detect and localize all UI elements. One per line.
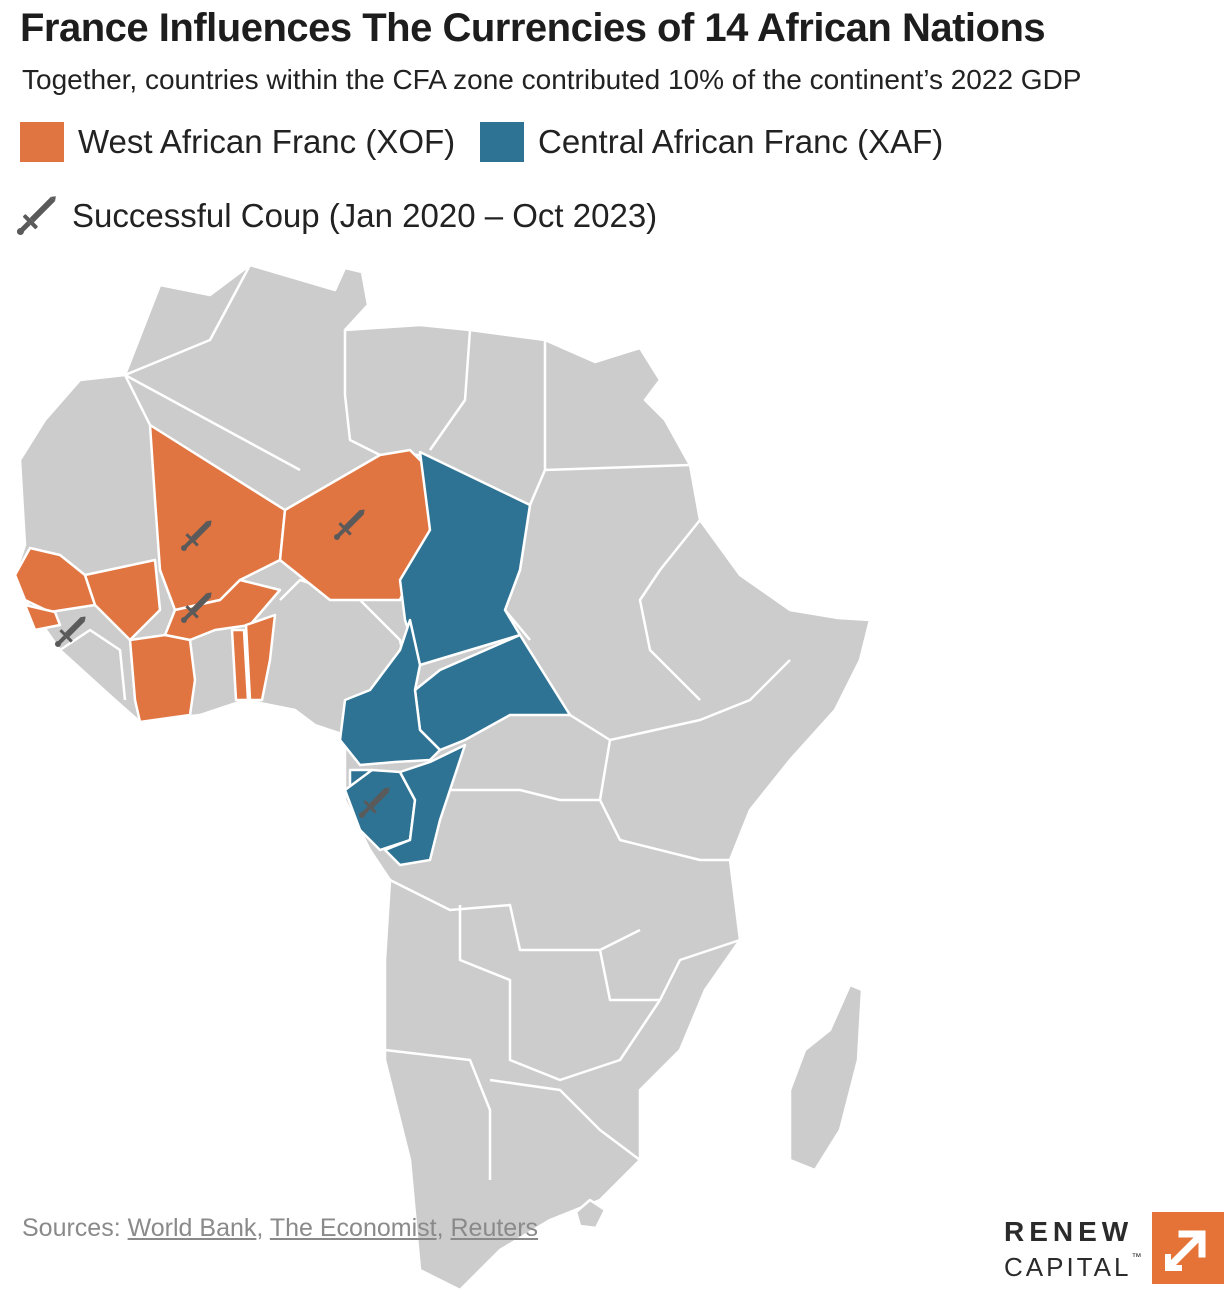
logo-box [1152,1212,1224,1284]
page-subtitle: Together, countries within the CFA zone … [22,64,1082,95]
coup-marker-gabon [358,787,390,819]
lesotho [574,1198,607,1230]
sword-icon [16,196,56,236]
coup-marker-burkina-faso [180,592,212,624]
country-chad [398,450,532,667]
page-title: France Influences The Currencies of 14 A… [20,6,1046,50]
country-benin [244,613,277,702]
arrow-up-right-icon [1165,1230,1206,1271]
source-link-reuters[interactable]: Reuters [450,1214,539,1242]
country-togo [230,628,250,702]
country-cameroon [338,618,442,767]
logo-trademark: ™ [1131,1252,1145,1263]
legend-swatch-xof [20,122,64,162]
coup-marker-niger [333,509,365,541]
africa-map [13,263,872,1292]
coup-markers [54,509,390,819]
legend-label-coup: Successful Coup (Jan 2020 – Oct 2023) [72,197,658,234]
coup-marker-guinea [54,616,86,648]
country-cote-divoire [128,633,197,724]
legend-swatch-xaf [480,122,524,162]
logo-word-capital: CAPITAL™ [1004,1252,1144,1283]
xof-zone [13,423,432,724]
legend-item-coup: Successful Coup (Jan 2020 – Oct 2023) [10,190,657,242]
logo-word-renew: RENEW [1004,1216,1134,1247]
legend-item-xaf: Central African Franc (XAF) [480,122,943,162]
renew-capital-logo: RENEW CAPITAL™ [1004,1212,1224,1284]
source-link-the-economist[interactable]: The Economist [269,1214,437,1242]
country-borders [59,264,791,1180]
legend-item-xof: West African Franc (XOF) [20,122,455,162]
sources-prefix: Sources: [22,1214,121,1242]
xaf-zone [338,450,572,867]
source-link-world-bank[interactable]: World Bank [127,1214,257,1242]
sources-note: Sources: World Bank, The Economist, Reut… [22,1214,539,1242]
legend-label-xof: West African Franc (XOF) [78,123,456,160]
legend-label-xaf: Central African Franc (XAF) [538,123,944,160]
country-guinea-bissau [23,603,62,632]
country-republic-of-congo [383,743,467,867]
coup-marker-mali [180,520,212,552]
logo-word-capital-text: CAPITAL [1004,1252,1132,1282]
country-mali-west [83,558,162,642]
madagascar [788,983,864,1172]
